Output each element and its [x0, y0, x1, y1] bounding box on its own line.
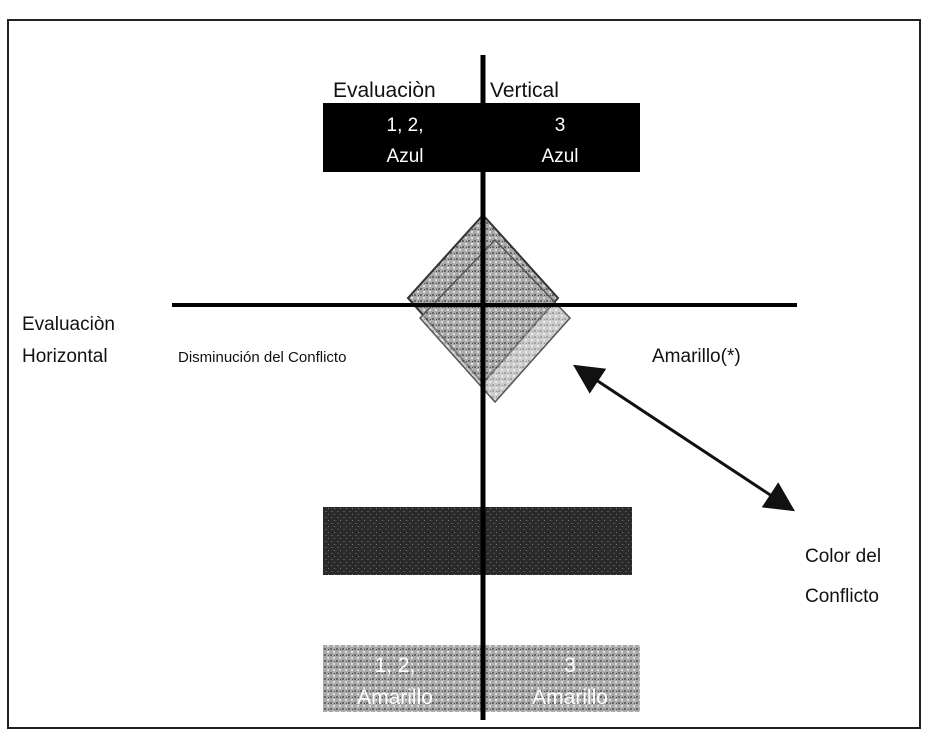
label: Disminución del Conflicto: [178, 349, 346, 366]
label: Evaluaciòn: [333, 79, 436, 102]
box-text: Amarillo: [357, 686, 433, 709]
label: Color del: [805, 546, 881, 567]
middle-box: [323, 507, 632, 575]
box-text: 3: [564, 654, 576, 677]
label: Vertical: [490, 79, 559, 102]
box-text: Amarillo: [532, 686, 608, 709]
label: Conflicto: [805, 586, 879, 607]
label: Evaluaciòn: [22, 314, 115, 335]
box-text: 3: [555, 115, 566, 136]
label: Amarillo(*): [652, 346, 741, 367]
box-text: Azul: [542, 146, 579, 167]
arrow: [572, 364, 796, 512]
diamond-shadow: [418, 238, 572, 404]
label: Horizontal: [22, 346, 108, 367]
box-text: 1, 2,: [375, 654, 416, 677]
frame: [7, 19, 921, 729]
box-text: Azul: [387, 146, 424, 167]
box-text: 1, 2,: [387, 115, 424, 136]
